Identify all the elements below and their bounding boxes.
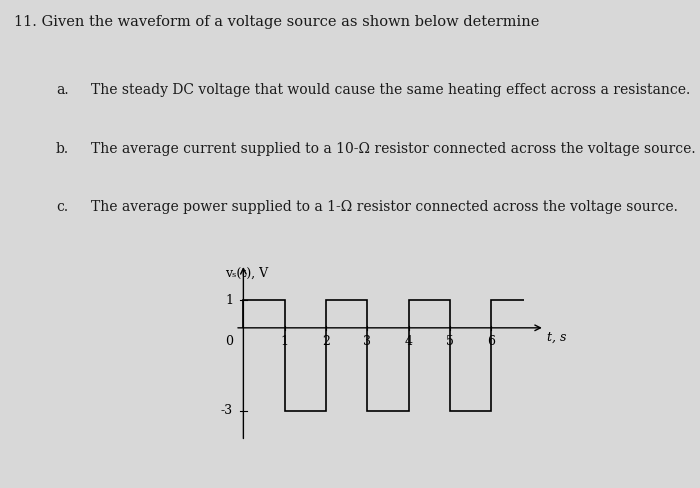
Text: 4: 4 [405,335,412,348]
Text: t, s: t, s [547,330,566,344]
Text: c.: c. [56,200,68,214]
Text: a.: a. [56,83,69,97]
Text: 5: 5 [446,335,454,348]
Text: 3: 3 [363,335,371,348]
Text: The average current supplied to a 10-Ω resistor connected across the voltage sou: The average current supplied to a 10-Ω r… [91,142,696,156]
Text: vₛ(t), V: vₛ(t), V [225,267,268,280]
Text: 1: 1 [281,335,288,348]
Text: b.: b. [56,142,69,156]
Text: 6: 6 [487,335,495,348]
Text: -3: -3 [221,405,233,417]
Text: 2: 2 [322,335,330,348]
Text: 1: 1 [225,294,233,306]
Text: 11. Given the waveform of a voltage source as shown below determine: 11. Given the waveform of a voltage sour… [14,15,540,29]
Text: 0: 0 [225,335,233,348]
Text: The average power supplied to a 1-Ω resistor connected across the voltage source: The average power supplied to a 1-Ω resi… [91,200,678,214]
Text: The steady DC voltage that would cause the same heating effect across a resistan: The steady DC voltage that would cause t… [91,83,690,97]
